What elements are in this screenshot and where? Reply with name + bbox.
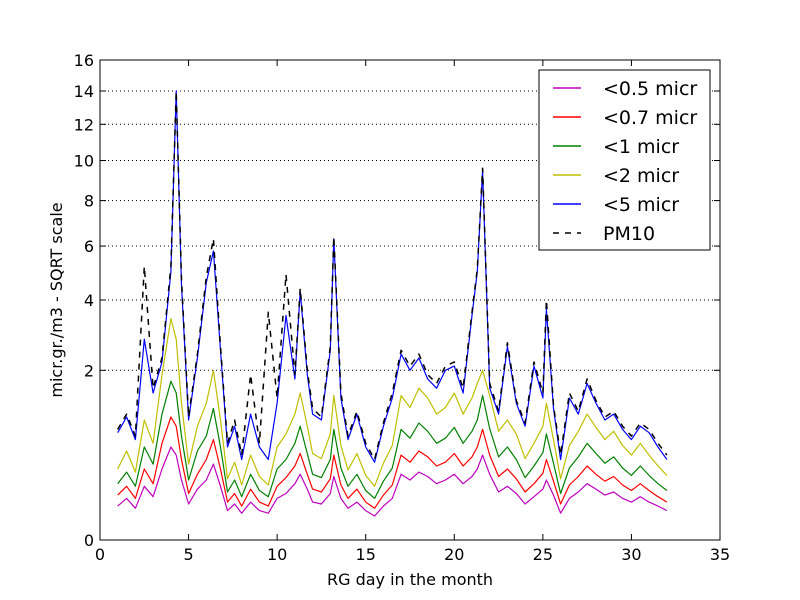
series-line-1 (117, 416, 668, 509)
series-layer (117, 90, 668, 517)
legend-label: PM10 (603, 223, 655, 245)
y-tick-label: 8 (84, 192, 94, 211)
x-tick-label: 0 (95, 545, 105, 564)
legend-label: <1 micr (603, 136, 679, 158)
y-tick-label: 14 (74, 82, 94, 101)
legend-box (538, 69, 711, 251)
x-axis-label: RG day in the month (327, 570, 493, 589)
y-tick-label: 0 (84, 531, 94, 550)
legend-label: <0.7 micr (603, 107, 697, 129)
y-tick-label: 2 (84, 361, 94, 380)
legend-label: <2 micr (603, 165, 679, 187)
x-tick-label: 25 (533, 545, 553, 564)
y-tick-label: 10 (74, 152, 94, 171)
x-axis: 0 5 10 15 20 25 30 35 (95, 60, 730, 564)
series-line-4 (117, 90, 668, 463)
y-tick-label: 6 (84, 237, 94, 256)
x-tick-label: 15 (356, 545, 376, 564)
y-axis-label: micr.gr./m3 - SQRT scale (47, 202, 66, 397)
y-tick-label: 16 (74, 51, 94, 70)
x-tick-label: 20 (444, 545, 464, 564)
series-line-0 (117, 446, 668, 517)
y-axis: 0 2 4 6 8 10 12 14 16 (74, 51, 720, 550)
x-tick-label: 30 (621, 545, 641, 564)
series-line-2 (117, 380, 668, 499)
series-line-5 (117, 90, 668, 461)
legend-label: <0.5 micr (603, 78, 697, 100)
x-tick-label: 10 (267, 545, 287, 564)
y-tick-label: 4 (84, 291, 94, 310)
legend-label: <5 micr (603, 194, 679, 216)
series-line-3 (117, 318, 668, 487)
x-tick-label: 5 (183, 545, 193, 564)
y-tick-label: 12 (74, 115, 94, 134)
legend: <0.5 micr <0.7 micr <1 micr <2 micr <5 micr P… (538, 69, 711, 251)
x-tick-label: 35 (710, 545, 730, 564)
